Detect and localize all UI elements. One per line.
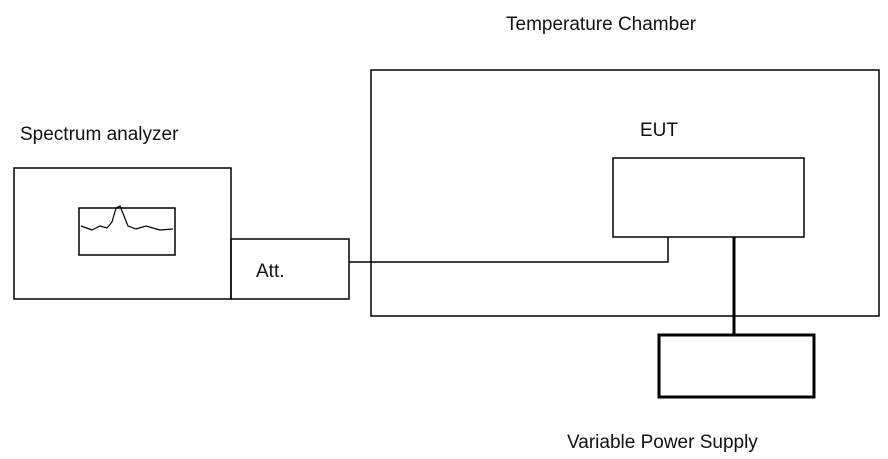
rf-cable — [349, 237, 669, 263]
eut-box — [612, 157, 805, 238]
chamber-label: Temperature Chamber — [506, 14, 697, 35]
spectrum-trace — [80, 205, 174, 231]
analyzer-screen — [78, 207, 176, 256]
att-box — [230, 238, 350, 300]
att-label: Att. — [256, 261, 285, 282]
analyzer-label: Spectrum analyzer — [20, 124, 179, 145]
eut-label: EUT — [640, 120, 678, 141]
psu-label: Variable Power Supply — [567, 432, 758, 453]
psu-box — [657, 333, 816, 399]
chamber-box — [370, 69, 880, 317]
analyzer-box — [13, 167, 232, 300]
